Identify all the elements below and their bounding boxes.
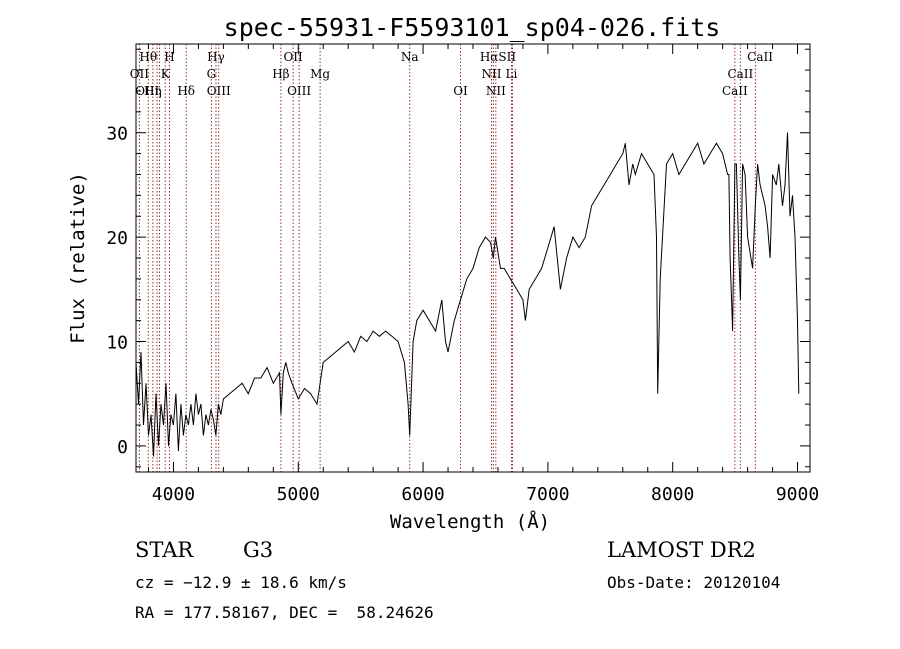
spectral-line-label: OIII	[207, 84, 231, 98]
spectral-line-label: Hβ	[272, 67, 289, 81]
spectral-line-label: Hγ	[207, 50, 225, 64]
plot-frame	[135, 43, 811, 473]
spectral-line-label: G	[207, 67, 217, 81]
x-tick-label: 5000	[277, 484, 320, 505]
x-tick-label: 9000	[776, 484, 819, 505]
spectral-line-label: NII	[481, 67, 501, 81]
spectral-line-label: OIII	[135, 84, 159, 98]
spectral-line-label: Hη	[144, 84, 162, 98]
survey-name: LAMOST DR2	[607, 538, 756, 562]
x-tick-label: 7000	[526, 484, 569, 505]
spectral-line-label: Li	[506, 67, 518, 81]
x-tick-label: 8000	[651, 484, 694, 505]
chart-title: spec-55931-F5593101_sp04-026.fits	[224, 13, 721, 42]
object-subclass: G3	[243, 538, 274, 562]
y-axis-label: Flux (relative)	[67, 172, 89, 344]
spectral-line-label: CaII	[722, 84, 748, 98]
spectral-line-label: K	[161, 67, 171, 81]
spectral-line-label: NII	[486, 84, 506, 98]
x-tick-label: 6000	[401, 484, 444, 505]
spectral-line-label: Hδ	[177, 84, 195, 98]
y-tick-label: 0	[117, 437, 128, 458]
x-axis-label: Wavelength (Å)	[390, 510, 550, 533]
spectral-line-label: OII	[283, 50, 303, 64]
y-tick-label: 20	[106, 228, 128, 249]
y-tick-label: 30	[106, 124, 128, 145]
object-class: STAR	[135, 538, 194, 562]
spectral-line-label: OI	[453, 84, 468, 98]
spectral-line-label: H	[164, 50, 174, 64]
spectral-line-label: Na	[401, 50, 419, 64]
plot-area: 4000 5000 6000 7000 8000 9000 0 10 20 30 Hθ H Hγ OII N…	[106, 43, 819, 505]
spectral-line-label: Hθ	[139, 50, 157, 64]
spectral-line-label: Mg	[310, 67, 330, 81]
observation-date: Obs-Date: 20120104	[607, 573, 781, 592]
spectral-line-label: CaII	[727, 67, 753, 81]
x-tick-label: 4000	[152, 484, 195, 505]
sky-coordinates: RA = 177.58167, DEC = 58.24626	[135, 603, 434, 622]
spectrum-series-line	[135, 132, 800, 457]
redshift-value: cz = −12.9 ± 18.6 km/s	[135, 573, 347, 592]
spectral-line-label: CaII	[747, 50, 773, 64]
spectral-line-label: OIII	[287, 84, 311, 98]
spectral-line-label: OII	[130, 67, 150, 81]
spectral-line-label: HαSII	[480, 50, 517, 64]
y-tick-label: 10	[106, 333, 128, 354]
